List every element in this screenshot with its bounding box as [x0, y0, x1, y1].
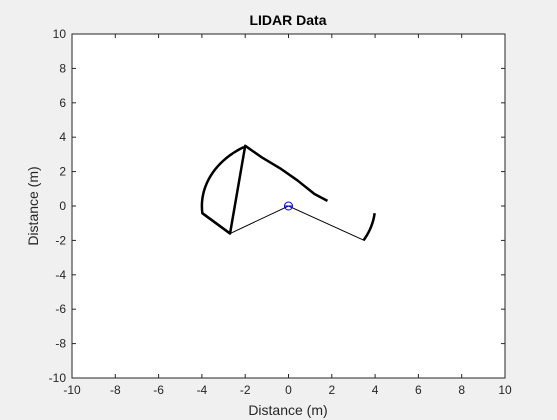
x-tick-label: -4: [197, 383, 208, 397]
chart-title: LIDAR Data: [249, 12, 326, 28]
x-tick-label: 2: [328, 383, 335, 397]
y-tick-label: -6: [55, 302, 66, 316]
y-tick-label: 10: [53, 27, 67, 41]
x-tick-label: 6: [415, 383, 422, 397]
x-tick-label: 8: [458, 383, 465, 397]
y-tick-label: -2: [55, 233, 66, 247]
x-axis-label: Distance (m): [248, 402, 327, 418]
y-tick-label: -8: [55, 337, 66, 351]
x-tick-label: 0: [285, 383, 292, 397]
x-tick-label: -8: [110, 383, 121, 397]
x-tick-label: 10: [498, 383, 512, 397]
y-tick-label: -10: [49, 371, 67, 385]
y-tick-label: 0: [59, 199, 66, 213]
scan-point-series: [201, 211, 231, 235]
y-axis-label: Distance (m): [25, 166, 41, 245]
x-tick-label: -2: [240, 383, 251, 397]
x-tick-label: -6: [153, 383, 164, 397]
plot-marks: [200, 144, 376, 242]
y-tick-label: -4: [55, 268, 66, 282]
y-tick-label: 4: [59, 130, 66, 144]
y-tick-label: 2: [59, 165, 66, 179]
x-tick-label: -10: [63, 383, 81, 397]
y-tick-label: 6: [59, 96, 66, 110]
scan-arc-series: [200, 145, 245, 214]
axes: -10 -8 -6 -4 -2 0 2 4 6 8 10 -10 -8 -6 -4 -2 0 2 4 6 8 10: [49, 27, 512, 397]
y-tick-label: 8: [59, 61, 66, 75]
scan-arc-series: [362, 213, 376, 242]
scan-point-series: [201, 144, 329, 235]
x-tick-label: 4: [372, 383, 379, 397]
